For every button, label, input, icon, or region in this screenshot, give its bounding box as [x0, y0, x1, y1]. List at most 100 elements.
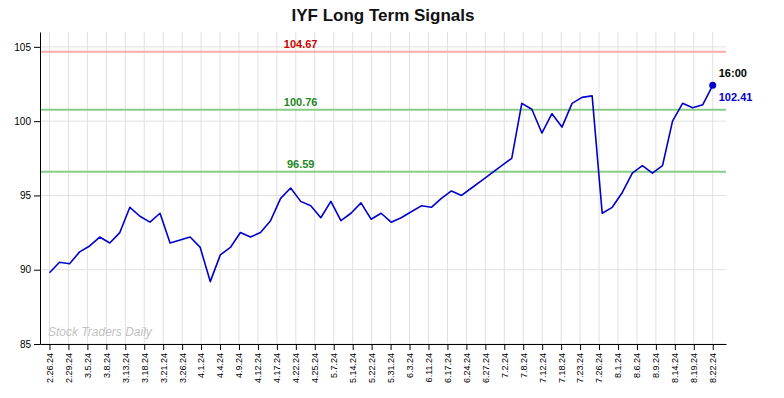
tick-mark [220, 344, 221, 350]
tick: 85 [20, 339, 40, 350]
tick: 5.31.24 [386, 344, 396, 383]
chart: 2.26.242.29.243.5.243.8.243.13.243.18.24… [0, 0, 784, 398]
grid-line [447, 32, 448, 344]
tick: 8.19.24 [689, 344, 699, 383]
grid-line [125, 32, 126, 344]
tick-mark [504, 344, 505, 350]
grid-line [40, 269, 726, 270]
tick: 3.13.24 [121, 344, 131, 383]
tick: 6.17.24 [443, 344, 453, 383]
tick-label: 8.19.24 [689, 353, 699, 383]
tick: 7.18.24 [557, 344, 567, 383]
tick-label: 6.3.24 [405, 353, 415, 378]
tick: 95 [20, 190, 40, 201]
tick-mark [372, 344, 373, 350]
tick: 7.2.24 [500, 344, 510, 378]
tick-label: 3.13.24 [121, 353, 131, 383]
tick-mark [713, 344, 714, 350]
tick-label: 3.5.24 [83, 353, 93, 378]
plot-area [40, 52, 726, 282]
tick-mark [34, 344, 40, 345]
tick: 3.21.24 [159, 344, 169, 383]
tick-mark [561, 344, 562, 350]
grid-line [504, 32, 505, 344]
grid-line [409, 32, 410, 344]
tick-label: 2.26.24 [45, 353, 55, 383]
tick-label: 4.22.24 [291, 353, 301, 383]
tick-label: 5.7.24 [329, 353, 339, 378]
grid-line [201, 32, 202, 344]
grid-line [40, 46, 726, 47]
grid-line [144, 32, 145, 344]
tick-mark [637, 344, 638, 350]
grid-line [655, 32, 656, 344]
grid-line [40, 344, 726, 345]
tick-mark [523, 344, 524, 350]
reference-line [40, 109, 726, 111]
tick: 4.12.24 [253, 344, 263, 383]
tick: 7.8.24 [519, 344, 529, 378]
tick-mark [239, 344, 240, 350]
reference-label: 104.67 [284, 38, 318, 50]
watermark: Stock Traders Daily [48, 325, 153, 339]
x-axis: 2.26.242.29.243.5.243.8.243.13.243.18.24… [41, 344, 727, 383]
tick-label: 4.12.24 [253, 353, 263, 383]
tick: 6.3.24 [405, 344, 415, 378]
tick: 8.14.24 [670, 344, 680, 383]
tick-mark [353, 344, 354, 350]
tick-label: 6.24.24 [462, 353, 472, 383]
tick-mark [163, 344, 164, 350]
grid-line [182, 32, 183, 344]
grid-line [371, 32, 372, 344]
y-axis: 859095100105 [14, 33, 40, 350]
grid-line [40, 195, 726, 196]
grid-line [87, 32, 88, 344]
axis-line [41, 344, 727, 345]
tick-mark [68, 344, 69, 350]
tick-mark [466, 344, 467, 350]
grid [40, 32, 726, 344]
price-line [49, 85, 712, 281]
tick-mark [34, 121, 40, 122]
tick: 8.1.24 [613, 344, 623, 378]
tick: 7.12.24 [538, 344, 548, 383]
tick-label: 5.22.24 [367, 353, 377, 383]
reference-line [40, 171, 726, 173]
tick-mark [34, 47, 40, 48]
grid-line [352, 32, 353, 344]
tick-mark [49, 344, 50, 350]
tick-label: 4.17.24 [272, 353, 282, 383]
tick-mark [580, 344, 581, 350]
grid-line [674, 32, 675, 344]
tick: 2.26.24 [45, 344, 55, 383]
tick-label: 4.1.24 [196, 353, 206, 378]
last-point [709, 82, 716, 89]
tick-label: 5.31.24 [386, 353, 396, 383]
tick-label: 3.18.24 [140, 353, 150, 383]
reference-line [40, 51, 726, 53]
tick-mark [542, 344, 543, 350]
tick-label: 8.22.24 [708, 353, 718, 383]
grid-line [220, 32, 221, 344]
tick-label: 7.23.24 [575, 353, 585, 383]
tick: 100 [14, 116, 40, 127]
tick-label: 7.2.24 [500, 353, 510, 378]
tick-mark [599, 344, 600, 350]
tick-mark [182, 344, 183, 350]
tick-label: 8.6.24 [632, 353, 642, 378]
tick: 5.22.24 [367, 344, 377, 383]
tick: 4.17.24 [272, 344, 282, 383]
tick-mark [201, 344, 202, 350]
grid-line [542, 32, 543, 344]
tick-mark [125, 344, 126, 350]
grid-line [238, 32, 239, 344]
tick-mark [258, 344, 259, 350]
grid-line [49, 32, 50, 344]
axis-line [40, 33, 41, 345]
tick-mark [447, 344, 448, 350]
tick: 6.24.24 [462, 344, 472, 383]
grid-line [636, 32, 637, 344]
tick: 8.6.24 [632, 344, 642, 378]
tick-label: 95 [20, 190, 32, 201]
tick: 4.9.24 [234, 344, 244, 378]
